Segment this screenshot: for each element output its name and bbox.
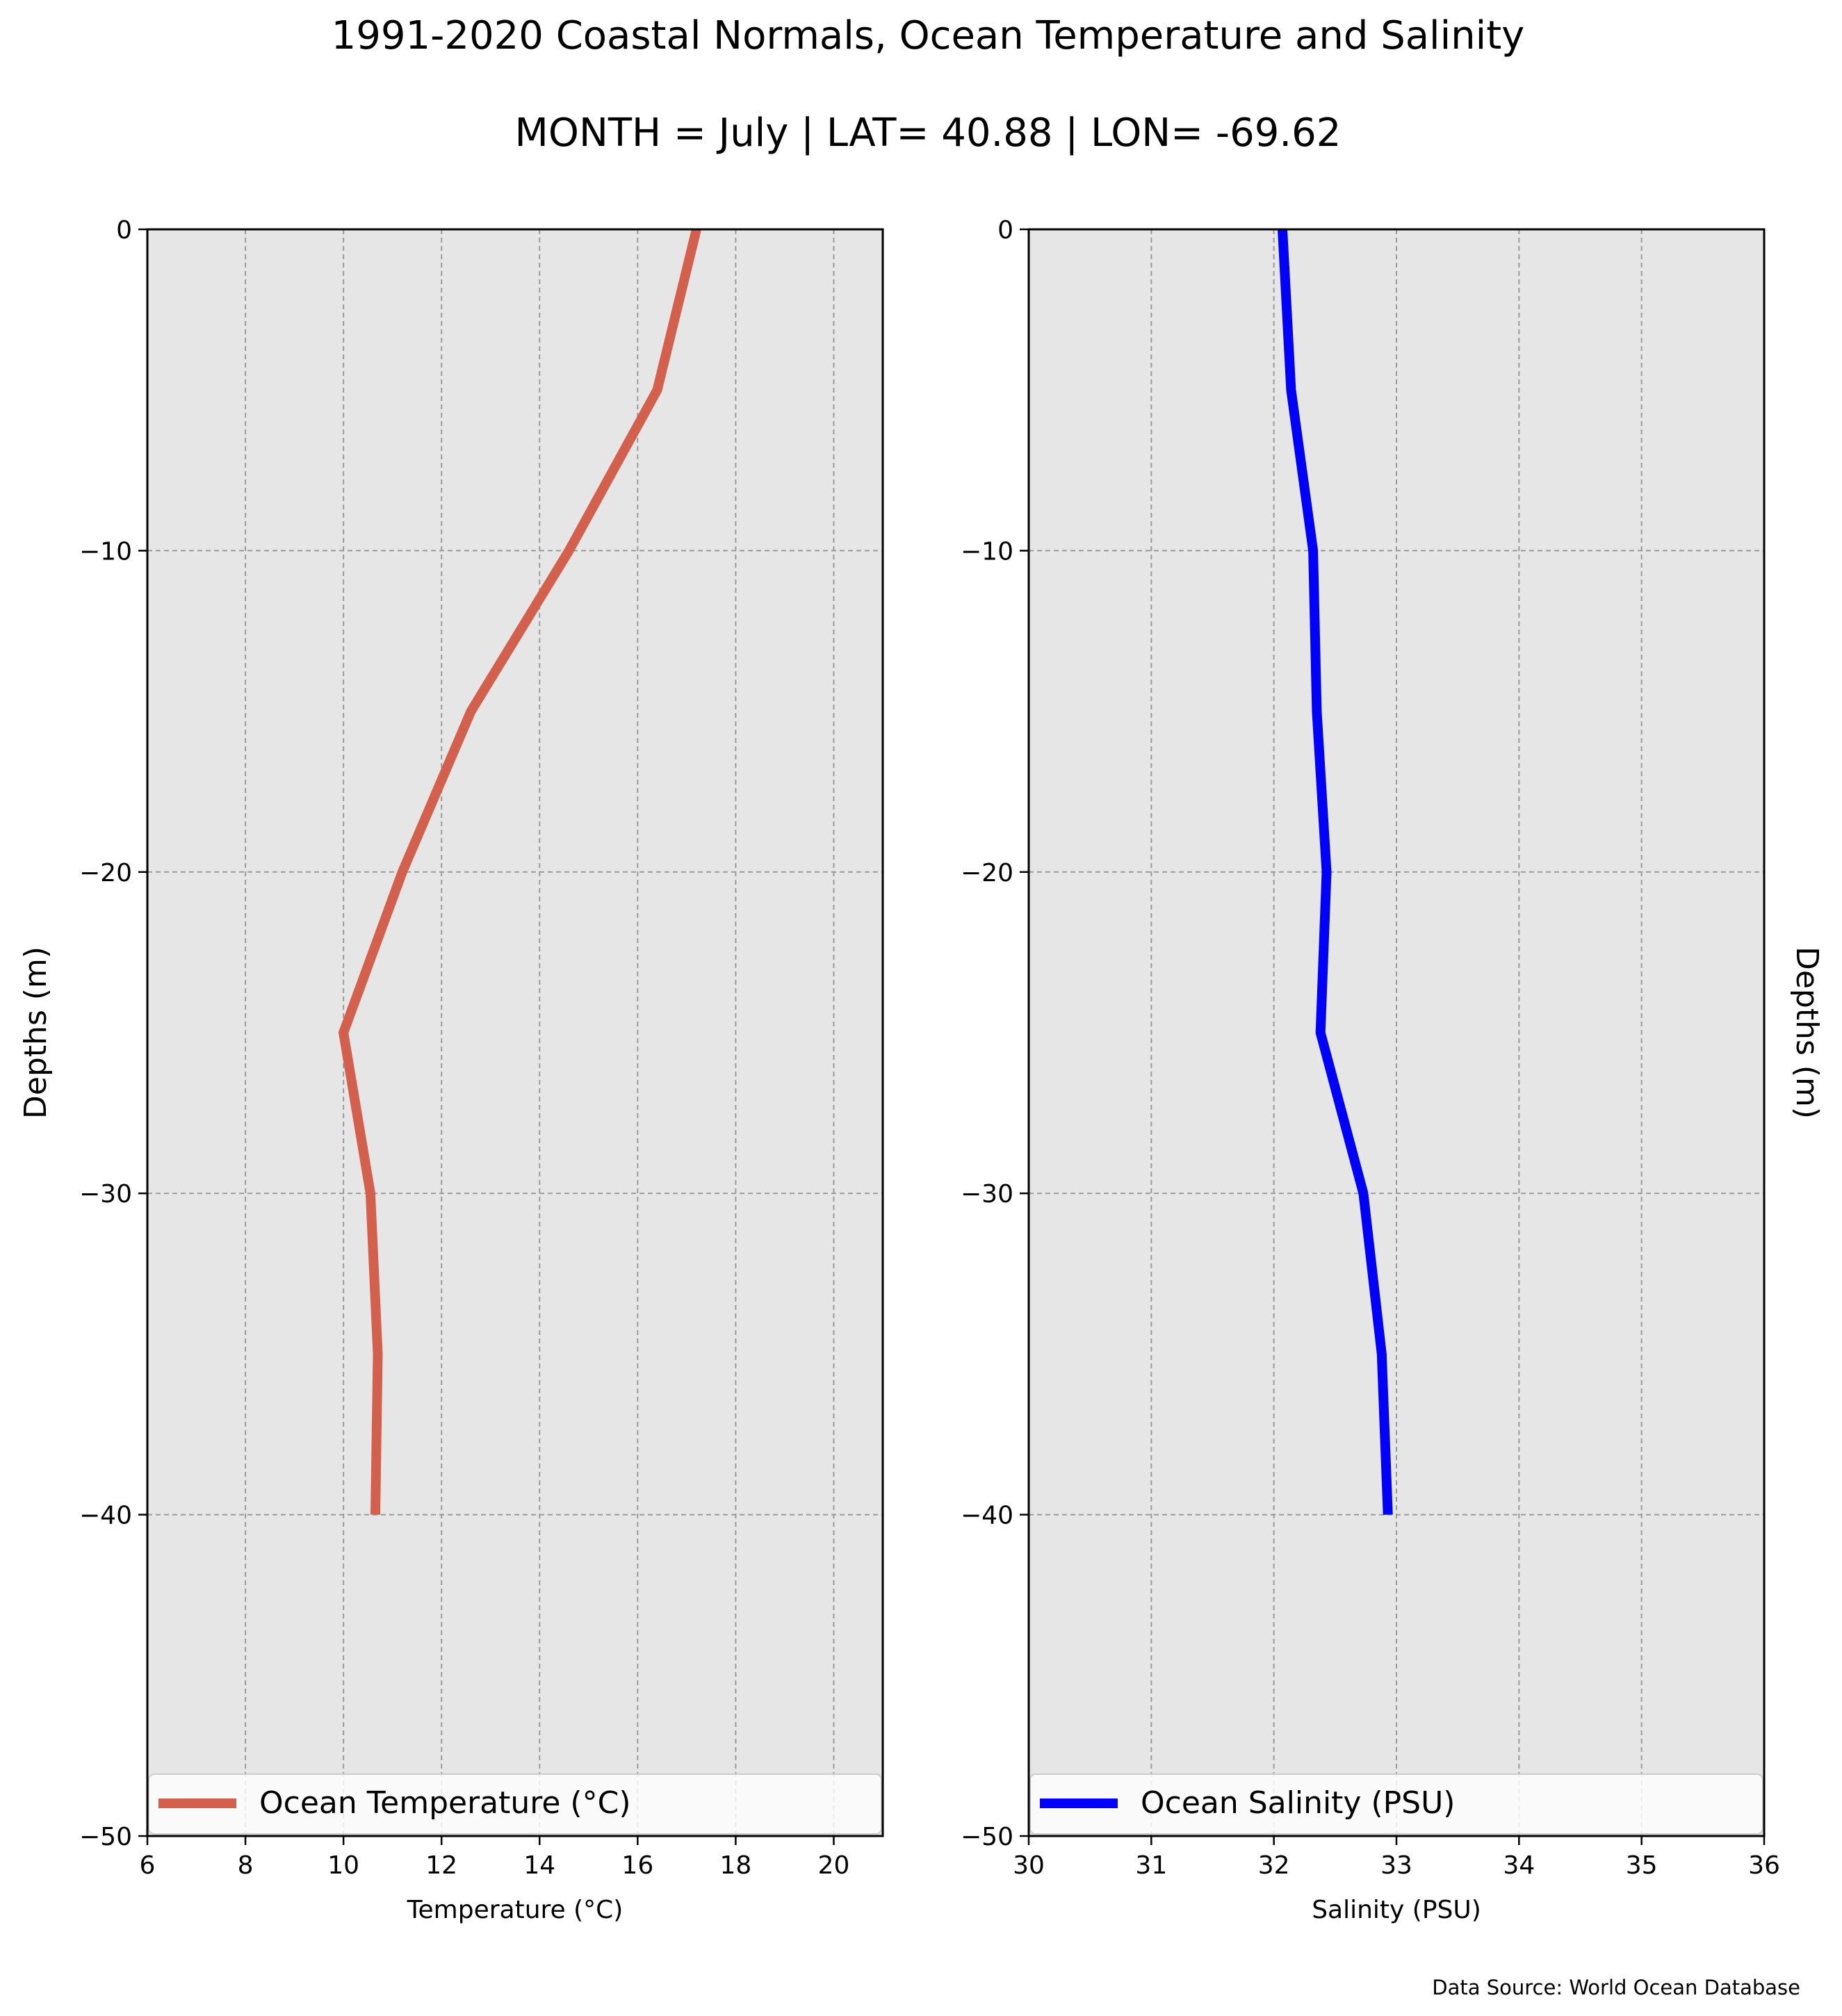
legend-label-salinity: Ocean Salinity (PSU)	[1141, 1785, 1455, 1821]
legend: Ocean Temperature (°C)	[148, 1773, 882, 1835]
plot-frame	[146, 228, 884, 1837]
y-tick-label: −50	[961, 1823, 1013, 1851]
data-source-note: Data Source: World Ocean Database	[1432, 1976, 1800, 1999]
x-tick-label: 8	[238, 1851, 254, 1880]
x-tick-label: 16	[621, 1851, 653, 1880]
y-tick-label: −40	[961, 1502, 1013, 1530]
x-tick-label: 14	[523, 1851, 555, 1880]
y-tick-label: 0	[997, 216, 1013, 245]
x-tick-label: 6	[140, 1851, 156, 1880]
y-axis-label-right: Depths (m)	[1789, 946, 1825, 1119]
x-axis-label: Temperature (°C)	[407, 1896, 623, 1924]
x-axis-label: Salinity (PSU)	[1312, 1896, 1481, 1924]
y-tick-label: −40	[79, 1502, 132, 1530]
series-layer	[338, 228, 701, 1515]
y-tick-label: −30	[79, 1180, 132, 1208]
ticks: 30 31 32 33 34 35 36 0 −10 −20 −30 −40 −50	[961, 216, 1780, 1880]
x-tick-label: 12	[425, 1851, 457, 1880]
ticks: 6 8 10 12 14 16 18 20 0 −10 −20 −30 −40 −50	[79, 216, 849, 1880]
x-tick-label: 10	[327, 1851, 359, 1880]
temperature-panel: Ocean Temperature (°C) 6 8 10 12 14 16 18 20 0 −1…	[18, 216, 884, 1924]
y-axis-label: Depths (m)	[18, 946, 54, 1119]
plot-area	[147, 229, 883, 1836]
legend-label-temperature: Ocean Temperature (°C)	[259, 1785, 631, 1821]
y-tick-label: −10	[79, 537, 132, 566]
series-layer	[1278, 229, 1393, 1515]
legend-box	[148, 1773, 882, 1835]
legend: Ocean Salinity (PSU)	[1029, 1773, 1763, 1835]
y-tick-label: −20	[79, 859, 132, 887]
gridlines	[147, 229, 883, 1836]
x-tick-label: 32	[1258, 1851, 1290, 1880]
y-tick-label: −50	[79, 1823, 132, 1851]
legend-box	[1029, 1773, 1763, 1835]
y-tick-label: −20	[961, 859, 1013, 887]
x-tick-label: 36	[1748, 1851, 1780, 1880]
y-tick-label: 0	[116, 216, 132, 245]
x-tick-label: 30	[1013, 1851, 1045, 1880]
y-tick-label: −30	[961, 1180, 1013, 1208]
gridlines	[1029, 229, 1764, 1836]
x-tick-label: 31	[1135, 1851, 1167, 1880]
x-tick-label: 20	[818, 1851, 850, 1880]
x-tick-label: 34	[1503, 1851, 1535, 1880]
figure-subtitle: MONTH = July | LAT= 40.88 | LON= -69.62	[515, 110, 1342, 156]
salinity-profile-line	[1278, 229, 1393, 1515]
figure-title: 1991-2020 Coastal Normals, Ocean Tempera…	[332, 13, 1525, 58]
temperature-profile-line	[338, 228, 701, 1515]
x-tick-label: 35	[1626, 1851, 1658, 1880]
x-tick-label: 18	[719, 1851, 751, 1880]
salinity-panel: Ocean Salinity (PSU) 30 31 32 33 34 35 36 0 −10 −…	[961, 216, 1825, 1924]
x-tick-label: 33	[1380, 1851, 1412, 1880]
y-tick-label: −10	[961, 537, 1013, 566]
